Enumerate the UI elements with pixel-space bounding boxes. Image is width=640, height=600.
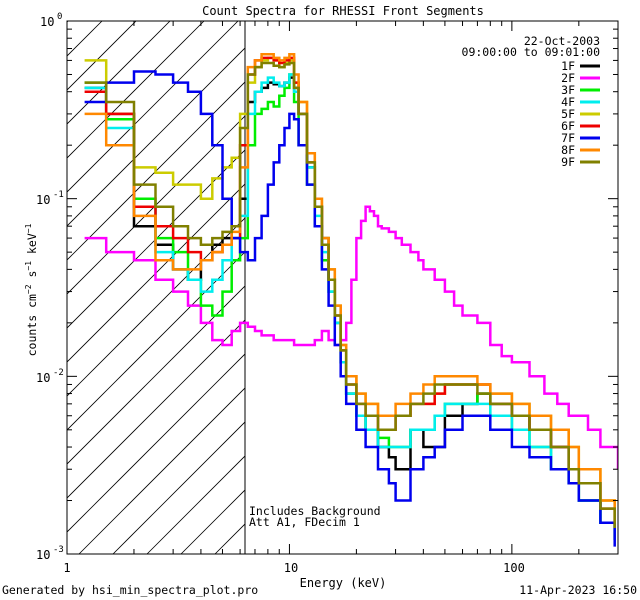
hatch-line — [283, 0, 640, 554]
legend-label-5F: 5F — [561, 107, 575, 121]
hatch-line — [67, 183, 245, 363]
hatched-region — [67, 0, 640, 554]
series-layer — [84, 52, 618, 547]
hatch-line — [351, 0, 640, 554]
y-axis-label: counts cm−2 s−1 keV−1 — [24, 223, 39, 356]
series-line-3F — [84, 73, 616, 540]
y-tick-label-1: 10 -2 — [36, 368, 64, 385]
y-tick-label-3: 10 0 — [40, 12, 62, 29]
series-line-1F — [84, 76, 616, 540]
x-axis-label: Energy (keV) — [300, 576, 387, 590]
legend-label-4F: 4F — [561, 95, 575, 109]
x-tick-label-1: 1 — [63, 561, 70, 575]
series-line-7F — [84, 70, 616, 547]
legend-label-6F: 6F — [561, 119, 575, 133]
svg-text:10: 10 — [36, 548, 50, 562]
legend-label-3F: 3F — [561, 83, 575, 97]
series-line-4F — [84, 73, 616, 540]
legend-label-1F: 1F — [561, 59, 575, 73]
series-line-8F — [84, 52, 616, 523]
hatch-line — [67, 251, 245, 431]
plot-frame — [66, 20, 619, 555]
hatch-line — [78, 387, 245, 554]
series-line-2F — [84, 205, 618, 470]
hatch-line — [67, 81, 245, 261]
hatch-line — [67, 319, 245, 499]
x-tick-label-100: 100 — [503, 561, 525, 575]
hatch-line — [67, 149, 245, 329]
chart-title: Count Spectra for RHESSI Front Segments — [202, 4, 484, 18]
svg-text:-3: -3 — [53, 545, 64, 555]
hatch-line — [67, 115, 245, 295]
annotation-attenuator: Att A1, FDecim 1 — [249, 515, 360, 529]
legend-label-7F: 7F — [561, 131, 575, 145]
svg-text:-1: -1 — [53, 190, 64, 200]
hatch-line — [317, 0, 640, 554]
footer-generated-by: Generated by hsi_min_spectra_plot.pro — [2, 583, 258, 597]
hatch-line — [67, 21, 239, 193]
series-line-5F — [84, 56, 616, 523]
hatch-line — [67, 21, 171, 125]
svg-text:10: 10 — [36, 371, 50, 385]
hatch-line — [67, 47, 245, 227]
svg-text:10: 10 — [36, 193, 50, 207]
y-tick-label-0: 10 -3 — [36, 545, 64, 562]
time-range-label: 09:00:00 to 09:01:00 — [462, 45, 601, 59]
y-tick-label-2: 10 -1 — [36, 190, 64, 207]
svg-text:counts cm−2 s−1 keV−1: counts cm−2 s−1 keV−1 — [24, 223, 39, 356]
hatch-line — [67, 285, 245, 465]
hatch-line — [249, 0, 640, 554]
svg-text:0: 0 — [57, 12, 62, 22]
legend-label-8F: 8F — [561, 143, 575, 157]
series-line-9F — [84, 61, 616, 528]
svg-text:10: 10 — [40, 15, 54, 29]
annotation-background: Includes Background — [249, 504, 381, 518]
svg-text:-2: -2 — [53, 368, 64, 378]
date-label: 22-Oct-2003 — [524, 34, 600, 48]
hatch-line — [67, 21, 137, 91]
hatch-line — [112, 421, 245, 554]
legend-label-2F: 2F — [561, 71, 575, 85]
hatch-line — [67, 353, 245, 533]
hatch-line — [67, 21, 205, 159]
legend-label-9F: 9F — [561, 155, 575, 169]
hatch-line — [67, 21, 103, 57]
footer-timestamp: 11-Apr-2023 16:50 — [519, 583, 637, 597]
x-tick-label-10: 10 — [284, 561, 298, 575]
hatch-line — [67, 217, 245, 397]
tick-layer — [66, 20, 619, 555]
